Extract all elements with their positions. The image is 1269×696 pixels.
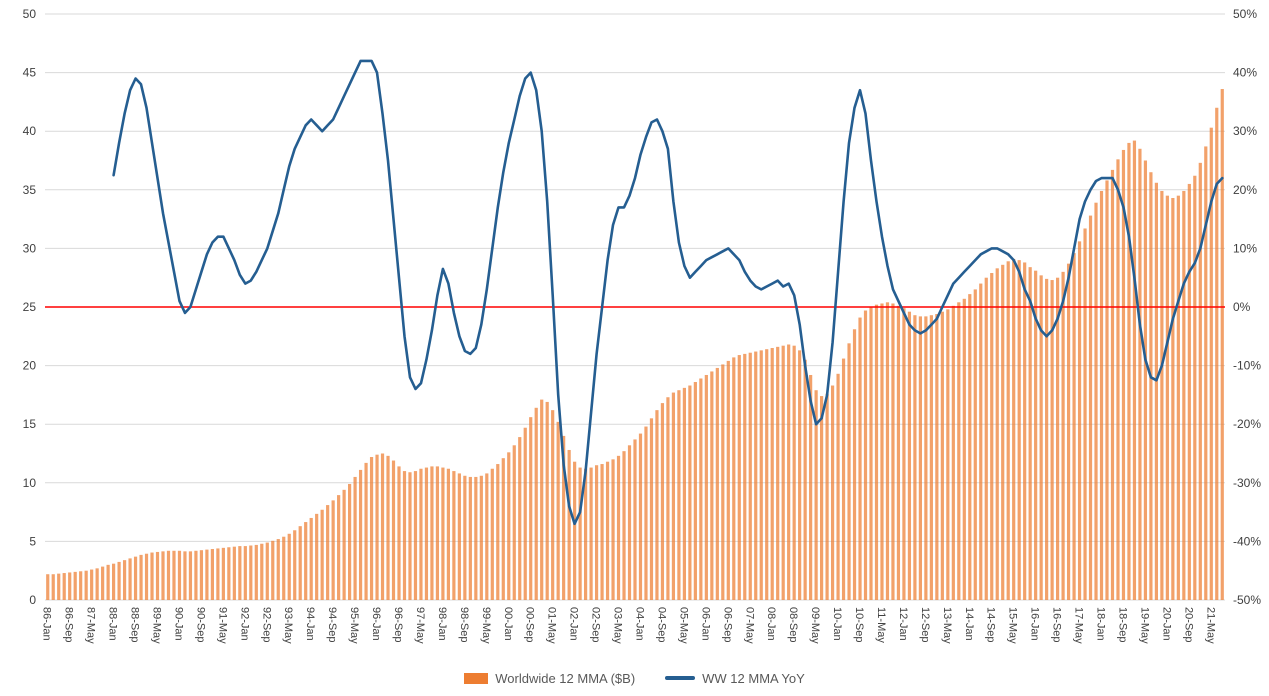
svg-text:03-May: 03-May [612, 607, 624, 644]
svg-text:0: 0 [29, 593, 36, 607]
svg-text:98-Jan: 98-Jan [436, 607, 448, 641]
svg-text:86-Jan: 86-Jan [41, 607, 53, 641]
svg-text:15-May: 15-May [1007, 607, 1019, 644]
svg-text:88-Sep: 88-Sep [129, 607, 141, 642]
svg-text:-40%: -40% [1233, 534, 1261, 548]
y-axis-right-labels: -50% -40% -30% -20% -10% 0% 10% 20% 30% 40% 50% [1233, 7, 1261, 607]
svg-text:30%: 30% [1233, 124, 1257, 138]
svg-text:04-Sep: 04-Sep [655, 607, 667, 642]
legend-item-line: WW 12 MMA YoY [665, 671, 805, 686]
svg-text:88-Jan: 88-Jan [107, 607, 119, 641]
svg-text:06-Sep: 06-Sep [721, 607, 733, 642]
svg-text:19-May: 19-May [1138, 607, 1150, 644]
svg-text:10%: 10% [1233, 241, 1257, 255]
svg-text:02-Jan: 02-Jan [568, 607, 580, 641]
svg-text:04-Jan: 04-Jan [633, 607, 645, 641]
line-series-swatch [665, 676, 696, 680]
svg-text:30: 30 [23, 241, 37, 255]
y-axis-left-labels: 0 5 10 15 20 25 30 35 40 45 50 [23, 7, 37, 607]
bar-series-worldwide-12mma [46, 89, 1224, 601]
bar-series-swatch [464, 672, 489, 684]
svg-text:07-May: 07-May [743, 607, 755, 644]
svg-text:50%: 50% [1233, 7, 1257, 21]
svg-text:25: 25 [23, 300, 37, 314]
svg-text:20-Sep: 20-Sep [1182, 607, 1194, 642]
svg-text:06-Jan: 06-Jan [699, 607, 711, 641]
chart-legend: Worldwide 12 MMA ($B) WW 12 MMA YoY [0, 657, 1269, 696]
svg-text:20-Jan: 20-Jan [1160, 607, 1172, 641]
svg-text:20%: 20% [1233, 183, 1257, 197]
svg-text:90-Jan: 90-Jan [172, 607, 184, 641]
svg-text:02-Sep: 02-Sep [590, 607, 602, 642]
svg-text:13-May: 13-May [941, 607, 953, 644]
svg-text:94-Jan: 94-Jan [304, 607, 316, 641]
svg-text:14-Jan: 14-Jan [963, 607, 975, 641]
svg-text:90-Sep: 90-Sep [194, 607, 206, 642]
svg-text:14-Sep: 14-Sep [985, 607, 997, 642]
svg-text:98-Sep: 98-Sep [458, 607, 470, 642]
svg-text:08-Jan: 08-Jan [765, 607, 777, 641]
svg-text:40: 40 [23, 124, 37, 138]
svg-text:5: 5 [29, 534, 36, 548]
svg-text:00-Jan: 00-Jan [502, 607, 514, 641]
legend-label-line: WW 12 MMA YoY [702, 670, 805, 686]
svg-text:11-May: 11-May [875, 607, 887, 643]
svg-text:-10%: -10% [1233, 359, 1261, 373]
svg-text:86-Sep: 86-Sep [63, 607, 75, 642]
svg-text:21-May: 21-May [1204, 607, 1216, 644]
svg-text:92-Sep: 92-Sep [260, 607, 272, 642]
svg-text:18-Jan: 18-Jan [1095, 607, 1107, 641]
svg-text:92-Jan: 92-Jan [238, 607, 250, 641]
svg-text:17-May: 17-May [1073, 607, 1085, 644]
svg-text:16-Sep: 16-Sep [1051, 607, 1063, 642]
legend-label-bars: Worldwide 12 MMA ($B) [495, 670, 636, 686]
chart-svg: 0 5 10 15 20 25 30 35 40 45 50 -50% -40% -30% -20% -10%… [23, 7, 1262, 644]
svg-text:50: 50 [23, 7, 37, 21]
svg-text:95-May: 95-May [348, 607, 360, 644]
yoy-line [112, 59, 1224, 526]
svg-text:94-Sep: 94-Sep [326, 607, 338, 642]
svg-text:10-Jan: 10-Jan [831, 607, 843, 641]
svg-text:10-Sep: 10-Sep [853, 607, 865, 642]
svg-text:-50%: -50% [1233, 593, 1261, 607]
svg-text:12-Jan: 12-Jan [897, 607, 909, 641]
svg-text:93-May: 93-May [282, 607, 294, 644]
svg-text:0%: 0% [1233, 300, 1251, 314]
svg-text:00-Sep: 00-Sep [524, 607, 536, 642]
svg-text:99-May: 99-May [480, 607, 492, 644]
svg-text:09-May: 09-May [809, 607, 821, 644]
svg-text:35: 35 [23, 183, 37, 197]
svg-text:05-May: 05-May [677, 607, 689, 644]
svg-text:08-Sep: 08-Sep [787, 607, 799, 642]
x-axis-labels: 86-Jan 86-Sep 87-May 88-Jan 88-Sep 89-May 90-J… [41, 607, 1217, 644]
svg-text:18-Sep: 18-Sep [1116, 607, 1128, 642]
svg-text:89-May: 89-May [151, 607, 163, 644]
svg-text:20: 20 [23, 359, 37, 373]
legend-item-bars: Worldwide 12 MMA ($B) [464, 671, 635, 686]
svg-text:-30%: -30% [1233, 476, 1261, 490]
svg-text:87-May: 87-May [85, 607, 97, 644]
svg-text:96-Jan: 96-Jan [370, 607, 382, 641]
svg-text:15: 15 [23, 417, 37, 431]
svg-text:97-May: 97-May [414, 607, 426, 644]
svg-text:12-Sep: 12-Sep [919, 607, 931, 642]
svg-text:16-Jan: 16-Jan [1029, 607, 1041, 641]
svg-text:91-May: 91-May [216, 607, 228, 644]
svg-text:01-May: 01-May [546, 607, 558, 644]
svg-text:40%: 40% [1233, 66, 1257, 80]
svg-text:10: 10 [23, 476, 37, 490]
svg-text:96-Sep: 96-Sep [392, 607, 404, 642]
svg-text:-20%: -20% [1233, 417, 1261, 431]
svg-text:45: 45 [23, 66, 37, 80]
